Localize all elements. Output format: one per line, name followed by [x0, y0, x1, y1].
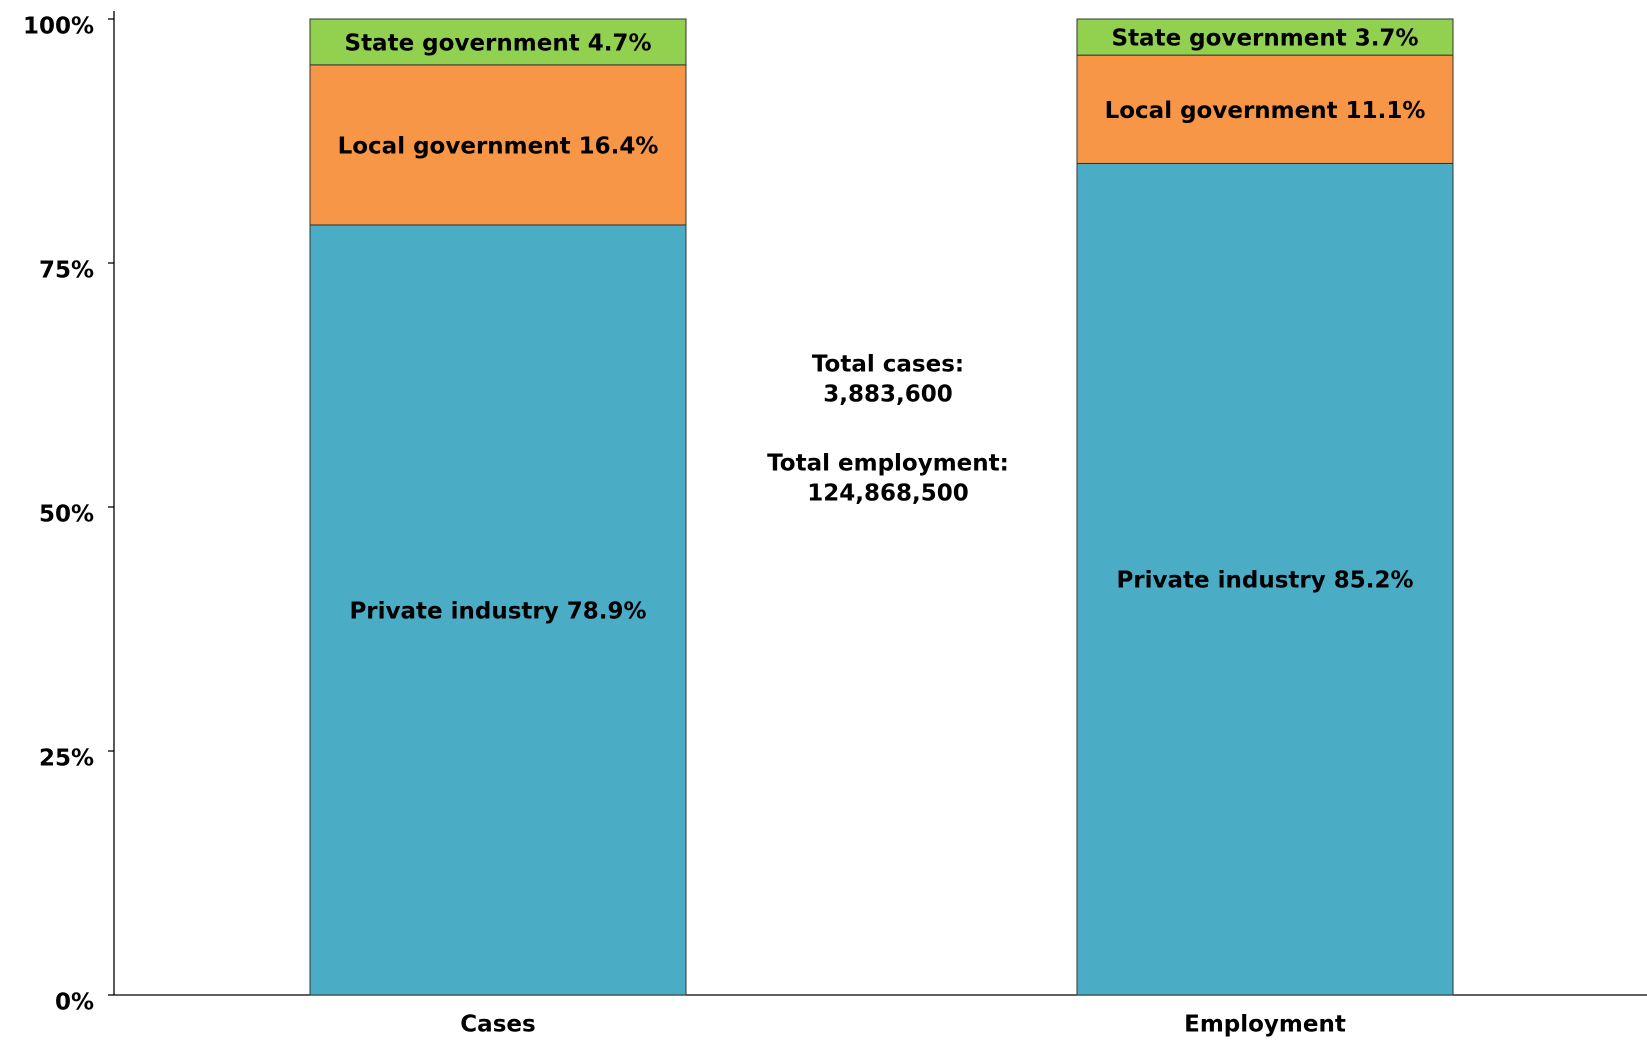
y-tick-label: 75%	[39, 258, 94, 284]
annotation: 3,883,600	[823, 382, 953, 408]
data-label: State government 3.7%	[1112, 26, 1419, 52]
annotation: Total cases:	[812, 352, 964, 378]
data-label: Private industry 85.2%	[1116, 568, 1413, 594]
annotation: 124,868,500	[807, 481, 969, 507]
annotation: Total employment:	[767, 451, 1009, 477]
bar-segment	[309, 18, 687, 66]
x-tick-label: Cases	[460, 1012, 535, 1038]
x-tick-label: Employment	[1184, 1012, 1346, 1038]
bar-segment	[309, 64, 687, 226]
y-tick-label: 100%	[23, 14, 94, 40]
data-label: State government 4.7%	[345, 30, 652, 56]
data-label: Local government 11.1%	[1105, 98, 1426, 124]
bar-segment	[1076, 162, 1454, 996]
y-tick-label: 25%	[39, 746, 94, 772]
bar-segment	[1076, 54, 1454, 164]
data-label: Private industry 78.9%	[349, 598, 646, 624]
bar-segment	[309, 224, 687, 996]
y-tick-label: 0%	[55, 990, 94, 1016]
bar-segment	[1076, 18, 1454, 56]
y-tick-label: 50%	[39, 502, 94, 528]
data-label: Local government 16.4%	[338, 133, 659, 159]
